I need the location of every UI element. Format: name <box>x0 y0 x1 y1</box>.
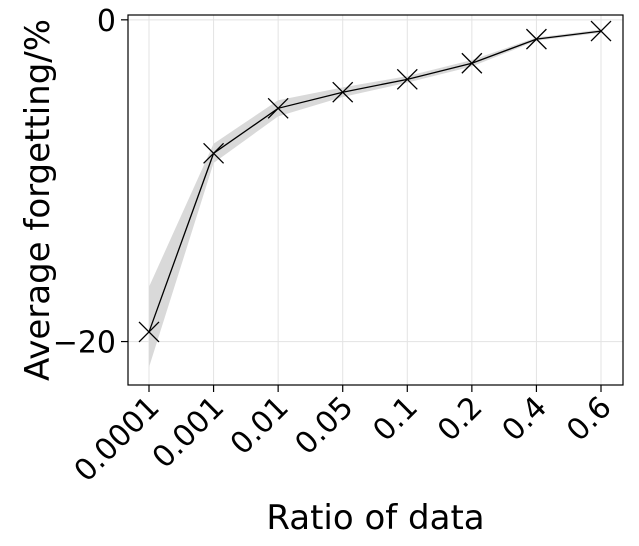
data-point-marker <box>138 321 160 343</box>
y-tick-label: −20 <box>53 326 116 361</box>
marker-stroke <box>590 20 612 42</box>
series-line-layer <box>148 30 602 333</box>
x-axis-title: Ratio of data <box>266 498 484 538</box>
x-tick-label: 0.05 <box>288 390 360 462</box>
data-point-marker <box>267 97 289 119</box>
data-point-marker <box>396 68 418 90</box>
y-axis-title: Average forgetting/% <box>18 19 58 381</box>
confidence-band <box>149 29 601 368</box>
data-point-marker <box>461 52 483 74</box>
series-line <box>148 30 602 333</box>
marker-stroke <box>203 142 225 164</box>
confidence-band-layer <box>149 29 601 368</box>
marker-stroke <box>461 52 483 74</box>
grid <box>128 15 623 385</box>
x-tick-label: 0.0001 <box>68 390 167 489</box>
y-axis-ticks: 0 −20 <box>53 4 128 361</box>
series-marker-layer <box>138 20 612 343</box>
marker-stroke <box>396 68 418 90</box>
x-tick-label: 0.6 <box>560 390 618 448</box>
plot-frame <box>127 14 624 386</box>
data-point-marker <box>203 142 225 164</box>
x-tick-label: 0.4 <box>496 390 554 448</box>
y-tick-label: 0 <box>97 4 116 39</box>
marker-stroke <box>138 321 160 343</box>
marker-stroke <box>525 28 547 50</box>
marker-stroke <box>332 81 354 103</box>
x-tick-label: 0.1 <box>366 390 424 448</box>
x-tick-label: 0.2 <box>431 390 489 448</box>
data-point-marker <box>332 81 354 103</box>
data-point-marker <box>590 20 612 42</box>
x-tick-label: 0.01 <box>224 390 296 462</box>
marker-stroke <box>267 97 289 119</box>
data-point-marker <box>525 28 547 50</box>
x-tick-label: 0.001 <box>146 390 231 475</box>
